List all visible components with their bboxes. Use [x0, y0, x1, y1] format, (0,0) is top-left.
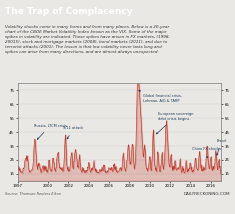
Text: Russia, LTCM crisis: Russia, LTCM crisis — [34, 123, 67, 139]
Text: 9/11 attack: 9/11 attack — [63, 126, 84, 139]
Text: China FX shocks: China FX shocks — [192, 147, 222, 158]
Text: DAILYRECKONING.COM: DAILYRECKONING.COM — [184, 192, 230, 196]
Text: Source: Thomson Reuters Eikon: Source: Thomson Reuters Eikon — [5, 192, 61, 196]
Text: Brexit: Brexit — [216, 139, 227, 155]
Text: Global financial crisis,
Lehman, AIG & TARP: Global financial crisis, Lehman, AIG & T… — [139, 91, 182, 103]
Text: Volatility shocks come in many forms and from many places. Below is a 20-year
ch: Volatility shocks come in many forms and… — [5, 25, 169, 54]
Text: The Trap of Complacency: The Trap of Complacency — [5, 7, 132, 16]
Text: European sovereign
debt crisis begins: European sovereign debt crisis begins — [157, 112, 193, 134]
